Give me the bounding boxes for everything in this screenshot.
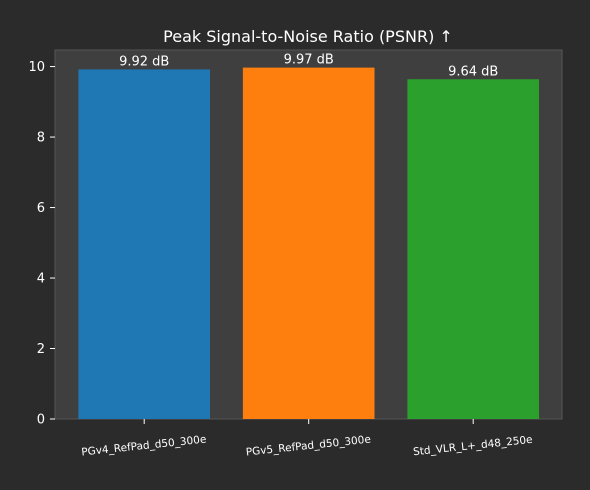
bar-3 xyxy=(407,79,539,420)
bar-value-labels: 9.92 dB 9.97 dB 9.64 dB xyxy=(119,53,498,80)
x-axis: PGv4_RefPad_d50_300e PGv5_RefPad_d50_300e… xyxy=(81,419,533,459)
x-category-label: Std_VLR_L+_d48_250e xyxy=(413,434,534,458)
y-tick-label: 2 xyxy=(37,342,45,357)
y-tick-label: 8 xyxy=(37,131,45,146)
bar-value-label: 9.92 dB xyxy=(119,54,169,69)
y-tick-label: 0 xyxy=(37,413,45,428)
bar-2 xyxy=(242,67,375,420)
y-axis: 0 2 4 6 8 10 xyxy=(28,60,55,428)
bar-value-label: 9.97 dB xyxy=(284,53,334,68)
bar-value-label: 9.64 dB xyxy=(448,64,498,79)
y-tick-label: 10 xyxy=(28,60,45,75)
y-tick-label: 4 xyxy=(37,272,45,287)
x-category-label: PGv4_RefPad_d50_300e xyxy=(81,433,207,458)
bar-1 xyxy=(78,69,211,419)
x-category-label: PGv5_RefPad_d50_300e xyxy=(245,433,371,458)
bars-group xyxy=(78,67,539,420)
chart-title: Peak Signal-to-Noise Ratio (PSNR) ↑ xyxy=(163,27,453,46)
y-tick-label: 6 xyxy=(37,201,45,216)
